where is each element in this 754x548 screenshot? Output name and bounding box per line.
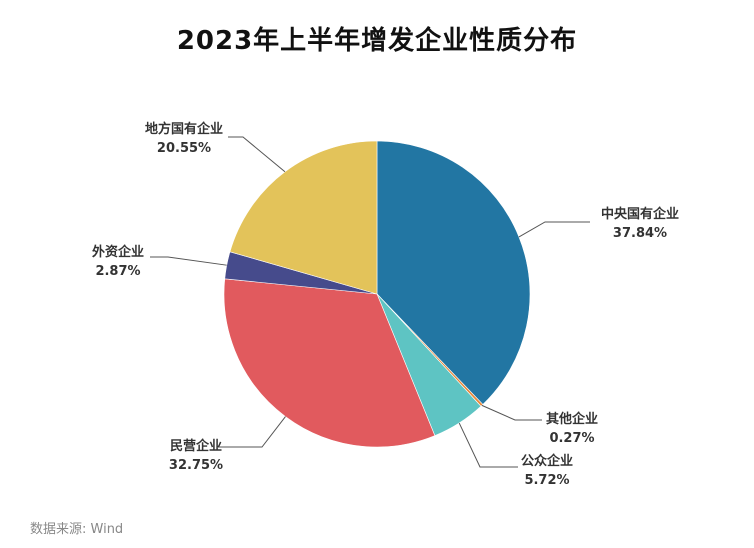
slice-value-label: 32.75% bbox=[169, 458, 223, 473]
slice-value-label: 0.27% bbox=[549, 431, 594, 446]
data-source: 数据来源: Wind bbox=[30, 522, 124, 537]
leader-lines bbox=[150, 136, 590, 468]
leader-line bbox=[458, 422, 518, 468]
chart-title: 2023年上半年增发企业性质分布 bbox=[176, 26, 578, 56]
slice-value-label: 20.55% bbox=[157, 141, 211, 156]
leader-line bbox=[518, 221, 590, 238]
slice-value-label: 37.84% bbox=[613, 226, 667, 241]
leader-line bbox=[228, 136, 286, 173]
slice-value-label: 5.72% bbox=[524, 473, 569, 488]
pie-slice bbox=[229, 140, 378, 295]
pie-slice bbox=[223, 278, 436, 448]
slice-name-label: 中央国有企业 bbox=[601, 206, 679, 222]
leader-line bbox=[150, 256, 227, 266]
slice-name-label: 民营企业 bbox=[170, 438, 222, 454]
slice-name-label: 公众企业 bbox=[521, 453, 573, 469]
leader-line bbox=[218, 416, 286, 448]
slice-name-label: 外资企业 bbox=[91, 244, 144, 260]
slice-name-label: 其他企业 bbox=[546, 411, 598, 427]
slice-name-label: 地方国有企业 bbox=[145, 121, 223, 137]
leader-line bbox=[481, 404, 542, 421]
slice-value-label: 2.87% bbox=[95, 264, 140, 279]
slice-labels: 中央国有企业 37.84% 其他企业 0.27% 公众企业 5.72% 民营企业 32.75%… bbox=[91, 121, 679, 488]
pie-slices bbox=[223, 140, 531, 448]
